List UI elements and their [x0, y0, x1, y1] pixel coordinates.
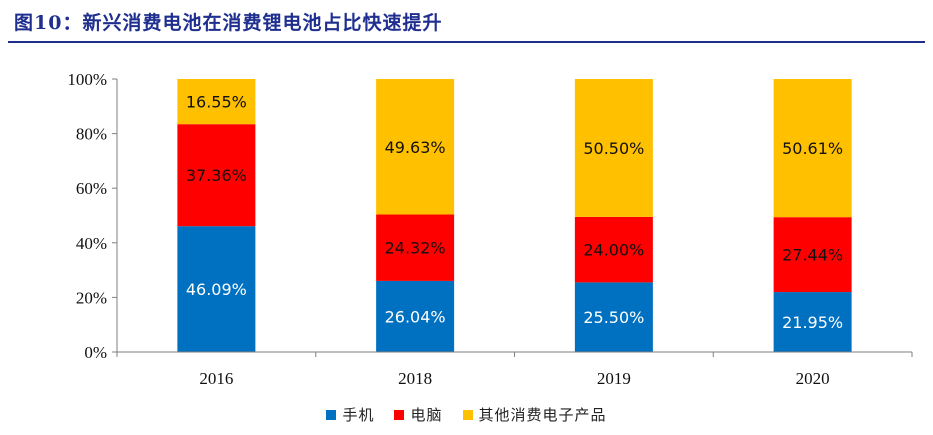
y-tick-label: 100%	[67, 70, 107, 89]
legend-item: 手机	[326, 404, 374, 425]
data-label: 24.32%	[385, 239, 446, 258]
title-underline	[8, 41, 925, 43]
bar-segment	[574, 79, 653, 217]
stacked-bar-chart: 46.09% 37.36% 16.55% 2016 26.04% 24.32% 49.63%…	[67, 70, 913, 388]
bar-segment	[177, 226, 256, 352]
bar-segment	[574, 216, 653, 283]
legend-swatch	[326, 409, 337, 420]
y-tick-label: 0%	[84, 343, 107, 362]
bar-segment	[376, 214, 455, 281]
legend-swatch	[462, 409, 473, 420]
data-label: 16.55%	[186, 93, 247, 112]
y-tick-label: 80%	[76, 125, 107, 144]
data-label: 25.50%	[583, 308, 644, 327]
y-tick-label: 60%	[76, 179, 107, 198]
data-label: 21.95%	[782, 313, 843, 332]
chart-title: 图10：新兴消费电池在消费锂电池占比快速提升	[14, 12, 443, 34]
bar-segment	[773, 217, 852, 293]
y-tick-label: 20%	[76, 288, 107, 307]
data-label: 24.00%	[583, 241, 644, 260]
bar-segment	[177, 79, 256, 125]
legend: 手机 电脑 其他消费电子产品	[0, 404, 933, 425]
x-tick-label: 2019	[597, 369, 631, 388]
bar-segment	[773, 79, 852, 218]
data-label: 27.44%	[782, 246, 843, 265]
data-label: 46.09%	[186, 280, 247, 299]
legend-item: 其他消费电子产品	[462, 404, 607, 425]
data-label: 37.36%	[186, 166, 247, 185]
x-tick-label: 2020	[796, 369, 830, 388]
data-label: 26.04%	[385, 307, 446, 326]
legend-label: 电脑	[410, 406, 443, 424]
y-tick-label: 40%	[76, 234, 107, 253]
bar-segment	[177, 124, 256, 227]
x-tick-label: 2016	[199, 369, 233, 388]
data-label: 50.50%	[583, 139, 644, 158]
legend-item: 电脑	[394, 404, 442, 425]
x-tick-label: 2018	[398, 369, 432, 388]
data-label: 49.63%	[385, 138, 446, 157]
bar-segment	[574, 282, 653, 352]
bar-segment	[773, 292, 852, 352]
legend-label: 手机	[342, 406, 375, 424]
bar-segment	[376, 280, 455, 352]
data-label: 50.61%	[782, 139, 843, 158]
legend-label: 其他消费电子产品	[478, 406, 607, 424]
bar-segment	[376, 79, 455, 215]
legend-swatch	[394, 409, 405, 420]
